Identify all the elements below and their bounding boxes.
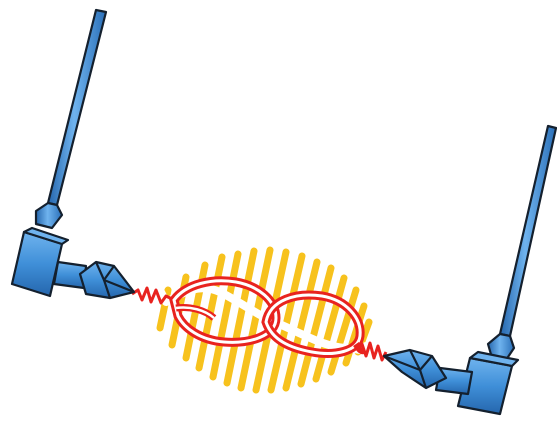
- light-field: [156, 246, 373, 394]
- figure-eight-molecule: [131, 276, 390, 364]
- left-probe: [10, 8, 136, 300]
- right-probe: [382, 124, 557, 416]
